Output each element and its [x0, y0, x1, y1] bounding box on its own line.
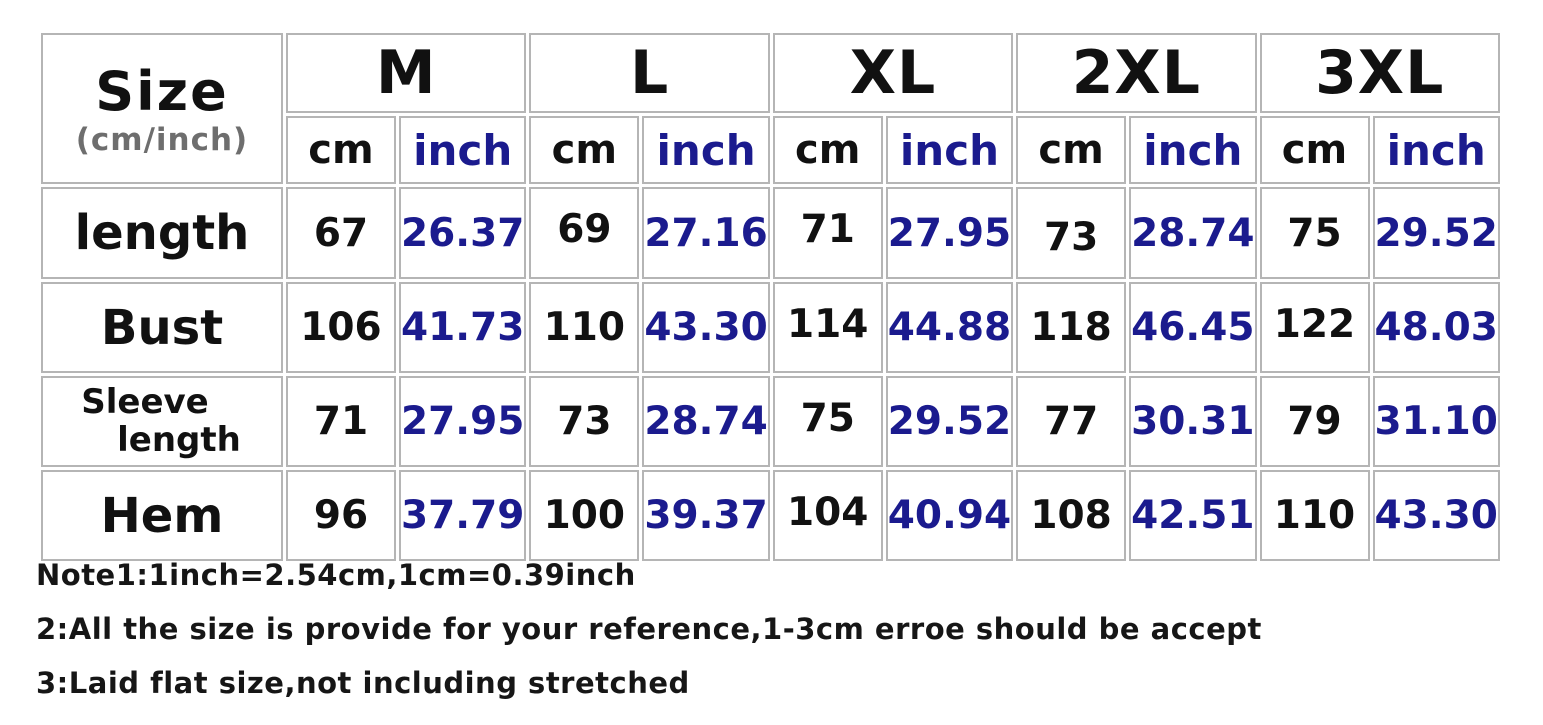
cell-length-3xl-cm: 75 — [1259, 187, 1370, 279]
unit-header-cm-l: cm — [529, 116, 640, 184]
row-label-hem: Hem — [41, 470, 283, 561]
cell-sleeve-2xl-inch: 30.31 — [1129, 376, 1257, 467]
cell-length-2xl-cm: 73 — [1016, 187, 1127, 279]
corner-subtitle: (cm/inch) — [75, 122, 249, 159]
size-col-header-xl: XL — [772, 33, 1014, 113]
size-header-row: Size (cm/inch) M L XL 2XL 3XL — [41, 33, 1500, 184]
cell-length-l-inch: 27.16 — [642, 187, 770, 279]
cell-bust-xl-inch: 44.88 — [885, 282, 1014, 373]
cell-hem-2xl-cm: 108 — [1016, 470, 1127, 561]
note-line-1: Note1:1inch=2.54cm,1cm=0.39inch — [36, 558, 636, 592]
table-row-bust: Bust 106 41.73 110 43.30 114 44.88 118 4… — [41, 282, 1500, 373]
cell-sleeve-m-cm: 71 — [286, 376, 396, 467]
cell-length-m-cm: 67 — [286, 187, 396, 279]
corner-cell: Size (cm/inch) — [41, 33, 283, 184]
sleeve-label-line1: Sleeve — [81, 382, 209, 423]
cell-sleeve-m-inch: 27.95 — [399, 376, 527, 467]
notes-block: Note1:1inch=2.54cm,1cm=0.39inch 2:All th… — [36, 558, 1262, 720]
cell-bust-l-cm: 110 — [529, 282, 640, 373]
cell-length-l-cm: 69 — [529, 187, 640, 279]
cell-hem-m-inch: 37.79 — [399, 470, 527, 561]
cell-hem-3xl-cm: 110 — [1259, 470, 1370, 561]
row-label-length: length — [41, 187, 283, 279]
sleeve-label-line2: length — [117, 419, 241, 460]
corner-title: Size — [95, 59, 229, 123]
size-col-header-l: L — [529, 33, 770, 113]
note-line-2: 2:All the size is provide for your refer… — [36, 612, 1262, 646]
cell-hem-l-inch: 39.37 — [642, 470, 770, 561]
cell-bust-2xl-cm: 118 — [1016, 282, 1127, 373]
cell-length-xl-cm: 71 — [772, 187, 883, 279]
size-col-header-m: M — [286, 33, 527, 113]
cell-sleeve-xl-cm: 75 — [772, 376, 883, 467]
unit-header-cm-xl: cm — [772, 116, 883, 184]
cell-length-xl-inch: 27.95 — [885, 187, 1014, 279]
unit-header-inch-2xl: inch — [1129, 116, 1257, 184]
cell-bust-3xl-cm: 122 — [1259, 282, 1370, 373]
cell-hem-xl-inch: 40.94 — [885, 470, 1014, 561]
cell-hem-m-cm: 96 — [286, 470, 396, 561]
unit-header-inch-3xl: inch — [1372, 116, 1500, 184]
table-row-sleeve-length: Sleeve length 71 27.95 73 28.74 75 29.52… — [41, 376, 1500, 467]
unit-header-inch-m: inch — [399, 116, 527, 184]
unit-header-row: cm inch cm inch cm inch cm inch cm inch — [41, 116, 1500, 184]
cell-sleeve-l-inch: 28.74 — [642, 376, 770, 467]
unit-header-inch-xl: inch — [885, 116, 1014, 184]
size-col-header-3xl: 3XL — [1259, 33, 1500, 113]
unit-header-cm-m: cm — [286, 116, 396, 184]
cell-hem-3xl-inch: 43.30 — [1372, 470, 1500, 561]
size-chart-table: Size (cm/inch) M L XL 2XL 3XL cm inch cm… — [38, 30, 1503, 564]
size-col-header-2xl: 2XL — [1016, 33, 1257, 113]
cell-hem-xl-cm: 104 — [772, 470, 883, 561]
unit-header-cm-3xl: cm — [1259, 116, 1370, 184]
cell-bust-3xl-inch: 48.03 — [1372, 282, 1500, 373]
cell-bust-m-cm: 106 — [286, 282, 396, 373]
row-label-bust: Bust — [41, 282, 283, 373]
note-line-3: 3:Laid flat size,not including stretched — [36, 666, 690, 700]
cell-length-2xl-inch: 28.74 — [1129, 187, 1257, 279]
row-label-sleeve-length: Sleeve length — [41, 376, 283, 467]
cell-length-m-inch: 26.37 — [399, 187, 527, 279]
cell-sleeve-l-cm: 73 — [529, 376, 640, 467]
unit-header-cm-2xl: cm — [1016, 116, 1127, 184]
cell-sleeve-2xl-cm: 77 — [1016, 376, 1127, 467]
cell-bust-2xl-inch: 46.45 — [1129, 282, 1257, 373]
unit-header-inch-l: inch — [642, 116, 770, 184]
cell-hem-l-cm: 100 — [529, 470, 640, 561]
size-chart-table-wrap: Size (cm/inch) M L XL 2XL 3XL cm inch cm… — [38, 30, 1503, 564]
cell-hem-2xl-inch: 42.51 — [1129, 470, 1257, 561]
cell-bust-m-inch: 41.73 — [399, 282, 527, 373]
table-row-hem: Hem 96 37.79 100 39.37 104 40.94 108 42.… — [41, 470, 1500, 561]
table-row-length: length 67 26.37 69 27.16 71 27.95 73 28.… — [41, 187, 1500, 279]
cell-sleeve-3xl-inch: 31.10 — [1372, 376, 1500, 467]
cell-sleeve-3xl-cm: 79 — [1259, 376, 1370, 467]
cell-length-3xl-inch: 29.52 — [1372, 187, 1500, 279]
cell-sleeve-xl-inch: 29.52 — [885, 376, 1014, 467]
cell-bust-l-inch: 43.30 — [642, 282, 770, 373]
cell-bust-xl-cm: 114 — [772, 282, 883, 373]
